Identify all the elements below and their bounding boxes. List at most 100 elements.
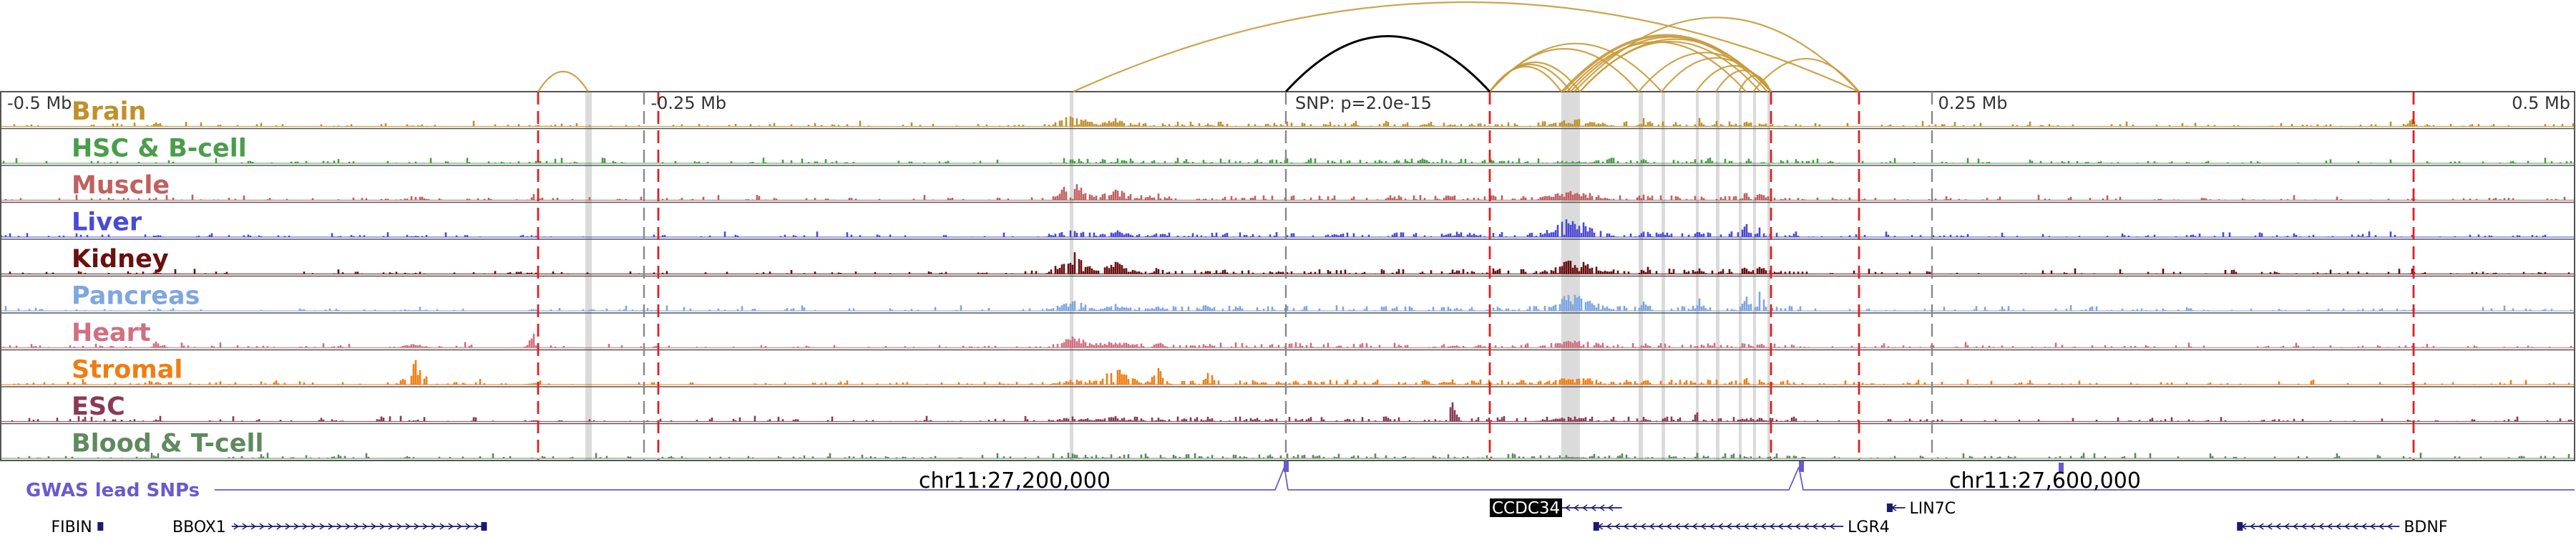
signal <box>0 219 2547 237</box>
track-label: Brain <box>72 97 146 126</box>
gene-bdnf[interactable]: BDNF <box>2237 519 2447 536</box>
strand-chevron <box>1607 504 1614 511</box>
gene-label: CCDC34 <box>1492 499 1560 518</box>
strand-chevron <box>2386 523 2393 530</box>
gene-exon <box>2237 522 2243 531</box>
strand-chevron <box>336 523 343 530</box>
track-label: ESC <box>72 392 125 421</box>
strand-chevron <box>2266 523 2273 530</box>
gwas-track: GWAS lead SNPs chr11:27,200,000 chr11:27,6… <box>26 461 2575 501</box>
strand-chevron <box>1820 523 1827 530</box>
strand-chevron <box>2335 523 2341 530</box>
strand-chevron <box>233 523 240 530</box>
strand-chevron <box>2258 523 2264 530</box>
strand-chevron <box>457 523 463 530</box>
track-pancreas: Pancreas <box>0 282 2575 314</box>
loop-arc <box>537 71 589 92</box>
strand-chevron <box>379 523 386 530</box>
strand-chevron <box>1599 504 1605 511</box>
scale-label: 0.25 Mb <box>1938 93 2008 113</box>
strand-chevron <box>259 523 265 530</box>
plot-frame <box>0 91 2575 461</box>
strand-chevron <box>1743 523 1750 530</box>
strand-chevron <box>1590 504 1596 511</box>
strand-chevron <box>2369 523 2376 530</box>
strand-chevron <box>268 523 274 530</box>
strand-chevron <box>2283 523 2290 530</box>
snp-pvalue-label: SNP: p=2.0e-15 <box>1295 93 1432 113</box>
scale-label: 0.5 Mb <box>2512 93 2570 113</box>
signal <box>9 252 2570 274</box>
strand-chevron <box>328 523 334 530</box>
loop-arc <box>1073 1 1860 93</box>
loop-arc <box>1579 41 1761 92</box>
loop-arc <box>1738 74 1772 92</box>
strand-chevron <box>1657 523 1664 530</box>
loop-arc <box>1566 41 1747 92</box>
strand-chevron <box>1581 504 1588 511</box>
strand-chevron <box>1700 523 1707 530</box>
gene-label: LIN7C <box>1910 500 1956 518</box>
scale-labels: -0.5 Mb -0.25 Mb 0.25 Mb 0.5 Mb SNP: p=2.0e-… <box>7 93 2570 113</box>
track-muscle: Muscle <box>0 171 2575 203</box>
strand-chevron <box>439 523 446 530</box>
track-label: Muscle <box>72 171 170 200</box>
strand-chevron <box>285 523 291 530</box>
track-esc: ESC <box>0 392 2575 425</box>
strand-chevron <box>1760 523 1767 530</box>
coordinate-label: chr11:27,600,000 <box>1949 468 2141 493</box>
strand-chevron <box>2292 523 2298 530</box>
strand-chevron <box>1692 523 1698 530</box>
strand-chevron <box>1623 523 1629 530</box>
strand-chevron <box>1666 523 1672 530</box>
gene-label-highlight <box>1490 498 1562 517</box>
strand-chevron <box>1631 523 1638 530</box>
strand-chevron <box>353 523 360 530</box>
strand-chevron <box>371 523 377 530</box>
strand-chevron <box>302 523 308 530</box>
gene-exon <box>481 522 487 531</box>
strand-chevron <box>396 523 403 530</box>
strand-chevron <box>474 523 480 530</box>
gene-label: LGR4 <box>1848 519 1890 536</box>
gene-lgr4[interactable]: LGR4 <box>1593 519 1890 536</box>
scale-label: -0.25 Mb <box>651 93 727 113</box>
signal <box>17 453 2570 458</box>
track-label: HSC & B-cell <box>72 135 247 163</box>
strand-chevron <box>1752 523 1758 530</box>
track-label: Blood & T-cell <box>72 430 263 458</box>
snp-loop-arc <box>1284 34 1491 93</box>
gwas-snp-marker <box>1284 461 1289 472</box>
marker-lines <box>537 92 2415 461</box>
signal <box>2 158 2572 163</box>
track-stromal: Stromal <box>0 356 2575 387</box>
strand-chevron <box>1709 523 1715 530</box>
tracks: Brain HSC & B-cell Muscle Liver Kidney Pancre… <box>0 97 2575 461</box>
strand-chevron <box>1674 523 1681 530</box>
gene-lin7c[interactable]: LIN7C <box>1886 500 1956 518</box>
track-label: Heart <box>72 319 151 347</box>
strand-chevron <box>431 523 437 530</box>
gene-ccdc34[interactable]: CCDC34 <box>1490 498 1622 518</box>
strand-chevron <box>242 523 248 530</box>
scale-label: -0.5 Mb <box>7 93 72 113</box>
gene-fibin[interactable]: FIBIN <box>52 519 104 536</box>
gene-bbox1[interactable]: BBOX1 <box>172 519 487 536</box>
gene-label: FIBIN <box>52 519 92 536</box>
track-heart: Heart <box>0 319 2575 351</box>
strand-chevron <box>1777 523 1784 530</box>
track-label: Stromal <box>72 356 182 385</box>
strand-chevron <box>1649 523 1655 530</box>
strand-chevron <box>1573 504 1579 511</box>
signal <box>4 291 2572 311</box>
signal <box>13 360 2570 385</box>
chromatin-loops <box>537 1 1860 93</box>
strand-chevron <box>1726 523 1732 530</box>
strand-chevron <box>2361 523 2367 530</box>
gene-exon <box>1886 503 1893 512</box>
strand-chevron <box>250 523 257 530</box>
strand-chevron <box>1564 504 1571 511</box>
strand-chevron <box>448 523 454 530</box>
strand-chevron <box>311 523 317 530</box>
